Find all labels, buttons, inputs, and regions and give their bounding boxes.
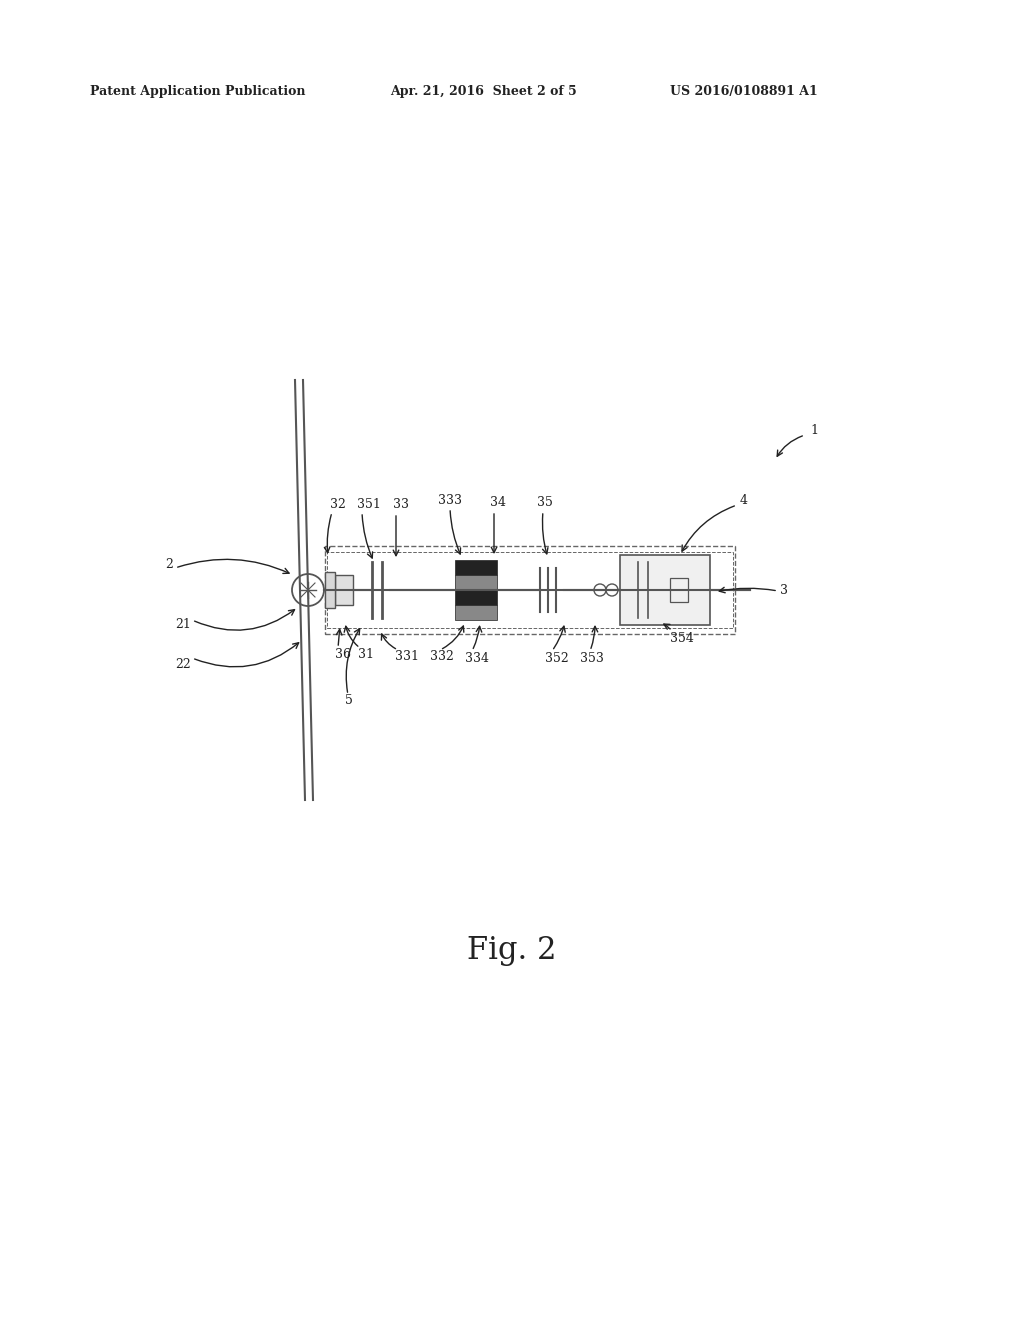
Bar [325, 546, 735, 634]
Text: 5: 5 [345, 693, 353, 706]
Text: 332: 332 [430, 651, 454, 664]
Text: Patent Application Publication: Patent Application Publication [90, 84, 305, 98]
Text: 4: 4 [740, 494, 748, 507]
Text: 333: 333 [438, 494, 462, 507]
Text: 21: 21 [175, 619, 190, 631]
Text: 331: 331 [395, 651, 419, 664]
Text: US 2016/0108891 A1: US 2016/0108891 A1 [670, 84, 818, 98]
Text: 34: 34 [490, 496, 506, 510]
Text: 354: 354 [670, 631, 694, 644]
Text: Fig. 2: Fig. 2 [467, 935, 557, 965]
Bar [670, 578, 688, 602]
Text: 35: 35 [537, 496, 553, 510]
Text: 351: 351 [357, 499, 381, 511]
Text: 3: 3 [780, 583, 788, 597]
Bar [335, 576, 353, 605]
Text: 22: 22 [175, 659, 190, 672]
Bar [455, 590, 497, 605]
Bar [455, 605, 497, 620]
Text: 33: 33 [393, 499, 409, 511]
Text: 352: 352 [545, 652, 568, 664]
Text: 32: 32 [330, 499, 346, 511]
Bar [325, 572, 335, 609]
Text: 2: 2 [165, 558, 173, 572]
Bar [455, 576, 497, 590]
Text: 1: 1 [810, 424, 818, 437]
Text: 31: 31 [358, 648, 374, 661]
Text: 334: 334 [465, 652, 489, 664]
Text: 36: 36 [335, 648, 351, 661]
Bar [620, 554, 710, 624]
Text: Apr. 21, 2016  Sheet 2 of 5: Apr. 21, 2016 Sheet 2 of 5 [390, 84, 577, 98]
Text: 353: 353 [580, 652, 604, 664]
Bar [455, 560, 497, 576]
Bar [327, 552, 733, 628]
